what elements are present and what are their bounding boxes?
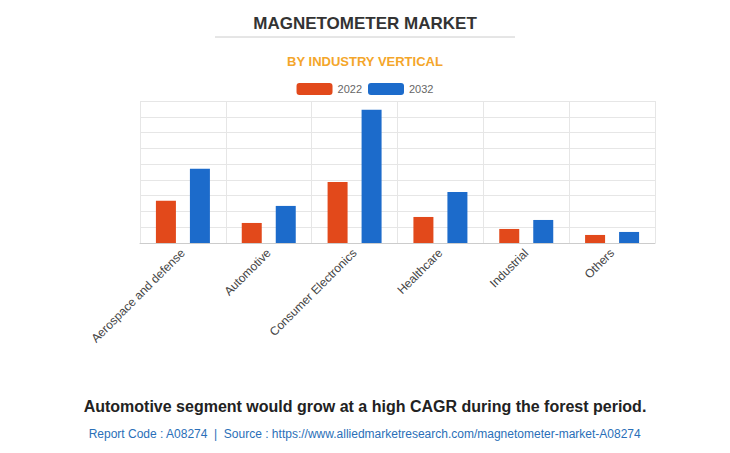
svg-text:Report Code : A08274 | Sourc: Report Code : A08274 | Source : https://… xyxy=(89,427,641,441)
svg-text:Automotive: Automotive xyxy=(221,246,274,299)
svg-text:Others: Others xyxy=(582,246,617,281)
svg-text:Industrial: Industrial xyxy=(487,246,531,290)
svg-text:MAGNETOMETER MARKET: MAGNETOMETER MARKET xyxy=(253,14,477,33)
svg-text:Consumer Electronics: Consumer Electronics xyxy=(267,246,360,339)
svg-text:Healthcare: Healthcare xyxy=(394,246,445,297)
svg-text:2032: 2032 xyxy=(409,83,433,95)
svg-text:Aerospace and defense: Aerospace and defense xyxy=(88,246,188,346)
svg-text:BY INDUSTRY VERTICAL: BY INDUSTRY VERTICAL xyxy=(287,54,443,69)
svg-text:Automotive segment would grow: Automotive segment would grow at a high … xyxy=(84,398,647,415)
svg-text:2022: 2022 xyxy=(338,83,362,95)
